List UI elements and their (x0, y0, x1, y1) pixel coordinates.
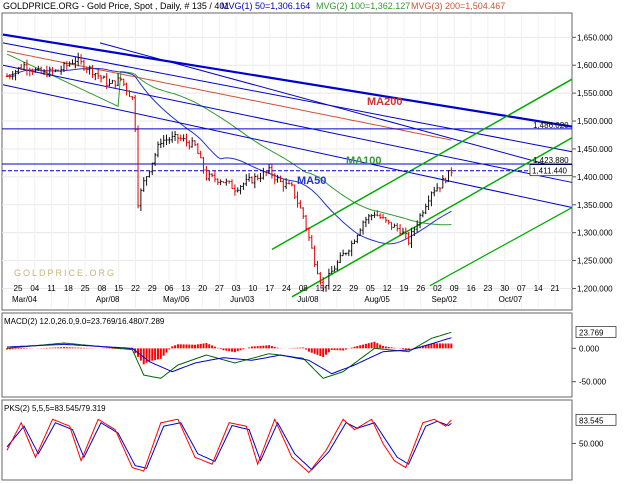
macd-panel-frame (1, 312, 573, 398)
ma100-label: MA100 (346, 155, 381, 167)
x-tick-label: 04 (30, 284, 39, 293)
x-tick-label: 22 (131, 284, 140, 293)
trendline (99, 42, 573, 172)
pks-panel: 50.000 83.545 (6, 413, 617, 474)
x-tick-label: 11 (47, 284, 56, 293)
price-level-label: 1,423.880 (533, 156, 569, 165)
mvg2-label: MVG(2) 100=1,362.127 (316, 1, 410, 11)
macd-line (6, 331, 452, 379)
ma200-label: MA200 (367, 96, 402, 108)
x-tick-label: 14 (534, 284, 543, 293)
x-month-label: Oct/07 (499, 295, 523, 304)
watermark: GOLDPRICE.ORG (14, 268, 116, 278)
candles (5, 52, 453, 293)
x-tick-label: 22 (332, 284, 341, 293)
ma200-line (6, 50, 452, 141)
x-tick-label: 13 (181, 284, 190, 293)
x-tick-label: 16 (467, 284, 476, 293)
x-tick-label: 15 (114, 284, 123, 293)
chart-title: GOLDPRICE.ORG - Gold Price, Spot , Daily… (3, 1, 229, 11)
x-tick-label: 30 (500, 284, 509, 293)
x-tick-label: 20 (198, 284, 207, 293)
x-month-label: Aug/05 (364, 295, 390, 304)
x-tick-label: 27 (215, 284, 224, 293)
pks-title: PKS(2) 5,5,5=83.545/79.319 (4, 404, 106, 413)
x-tick-label: 08 (97, 284, 106, 293)
x-tick-label: 25 (81, 284, 90, 293)
price-tick-label: 1,550.000 (577, 89, 613, 98)
x-tick-label: 02 (433, 284, 442, 293)
channel-mid (429, 207, 573, 287)
price-panel-frame (1, 12, 573, 311)
pks-panel-frame (1, 399, 573, 481)
price-y-axis: 1,200.000 1,250.000 1,300.000 1,350.000 1,40… (572, 33, 613, 293)
x-tick-label: 05 (366, 284, 375, 293)
trendlines: 1,486.020 1,423.880 1,411.440 (2, 33, 573, 298)
x-tick-label: 26 (416, 284, 425, 293)
x-tick-label: 09 (450, 284, 459, 293)
price-tick-label: 1,650.000 (577, 33, 613, 42)
price-tick-label: 1,600.000 (577, 61, 613, 70)
macd-last-box (575, 326, 617, 338)
resistance-line (2, 33, 573, 128)
x-tick-label: 23 (483, 284, 492, 293)
trendline (2, 84, 573, 209)
macd-last-label: 23.769 (579, 328, 604, 337)
macd-signal-line (6, 337, 452, 375)
ma50-line (6, 67, 452, 245)
price-tick-label: 1,400.000 (577, 173, 613, 182)
pks-k-line (6, 417, 452, 474)
x-tick-label: 24 (282, 284, 291, 293)
price-tick-label: 1,200.000 (577, 284, 613, 293)
macd-tick-label: -50.000 (579, 378, 607, 387)
x-tick-label: 10 (248, 284, 257, 293)
price-tick-label: 1,300.000 (577, 229, 613, 238)
price-tick-label: 1,350.000 (577, 201, 613, 210)
price-tick-label: 1,450.000 (577, 145, 613, 154)
ma50-label: MA50 (297, 175, 326, 187)
pks-tick-label: 50.000 (579, 439, 604, 448)
x-month-label: Jun/03 (230, 295, 255, 304)
current-price-box (529, 164, 573, 177)
x-tick-label: 21 (551, 284, 560, 293)
price-grid (2, 15, 572, 308)
channel-upper (271, 78, 573, 251)
x-tick-label: 29 (349, 284, 358, 293)
x-tick-label: 08 (299, 284, 308, 293)
x-tick-label: 17 (265, 284, 274, 293)
x-month-label: Jul/08 (297, 295, 319, 304)
macd-panel: 0.000 -50.000 23.769 (6, 326, 617, 387)
price-tick-label: 1,250.000 (577, 257, 613, 266)
pks-d-line (6, 420, 452, 471)
mvg1-label: MVG(1) 50=1,306.164 (221, 1, 310, 11)
x-tick-label: 18 (64, 284, 73, 293)
x-tick-label: 03 (232, 284, 241, 293)
trendline (2, 64, 573, 183)
channel-lower (291, 137, 573, 298)
x-tick-label: 29 (148, 284, 157, 293)
mvg3-label: MVG(3) 200=1,504.467 (411, 1, 505, 11)
x-tick-label: 12 (383, 284, 392, 293)
x-tick-label: 06 (165, 284, 174, 293)
price-level-label: 1,486.020 (533, 121, 569, 130)
x-axis: 25 04 11 18 25 08 15 22 29 06 13 20 27 03 10 17 24 08 15 22… (12, 284, 560, 304)
pks-last-label: 83.545 (579, 416, 604, 425)
x-tick-label: 07 (517, 284, 526, 293)
pks-last-box (575, 413, 617, 426)
x-month-label: Sep/02 (432, 295, 458, 304)
x-tick-label: 25 (14, 284, 23, 293)
x-month-label: Apr/08 (96, 295, 120, 304)
macd-tick-label: 0.000 (579, 344, 600, 353)
trendline (2, 42, 573, 153)
price-tick-label: 1,500.000 (577, 117, 613, 126)
macd-title: MACD(2) 12.0,26.0,9.0=23.769/16.480/7.28… (4, 317, 165, 326)
x-month-label: May/06 (163, 295, 190, 304)
current-price-label: 1,411.440 (532, 167, 568, 176)
x-tick-label: 19 (400, 284, 409, 293)
x-month-label: Mar/04 (12, 295, 37, 304)
header: GOLDPRICE.ORG - Gold Price, Spot , Daily… (3, 1, 505, 11)
x-tick-label: 15 (316, 284, 325, 293)
